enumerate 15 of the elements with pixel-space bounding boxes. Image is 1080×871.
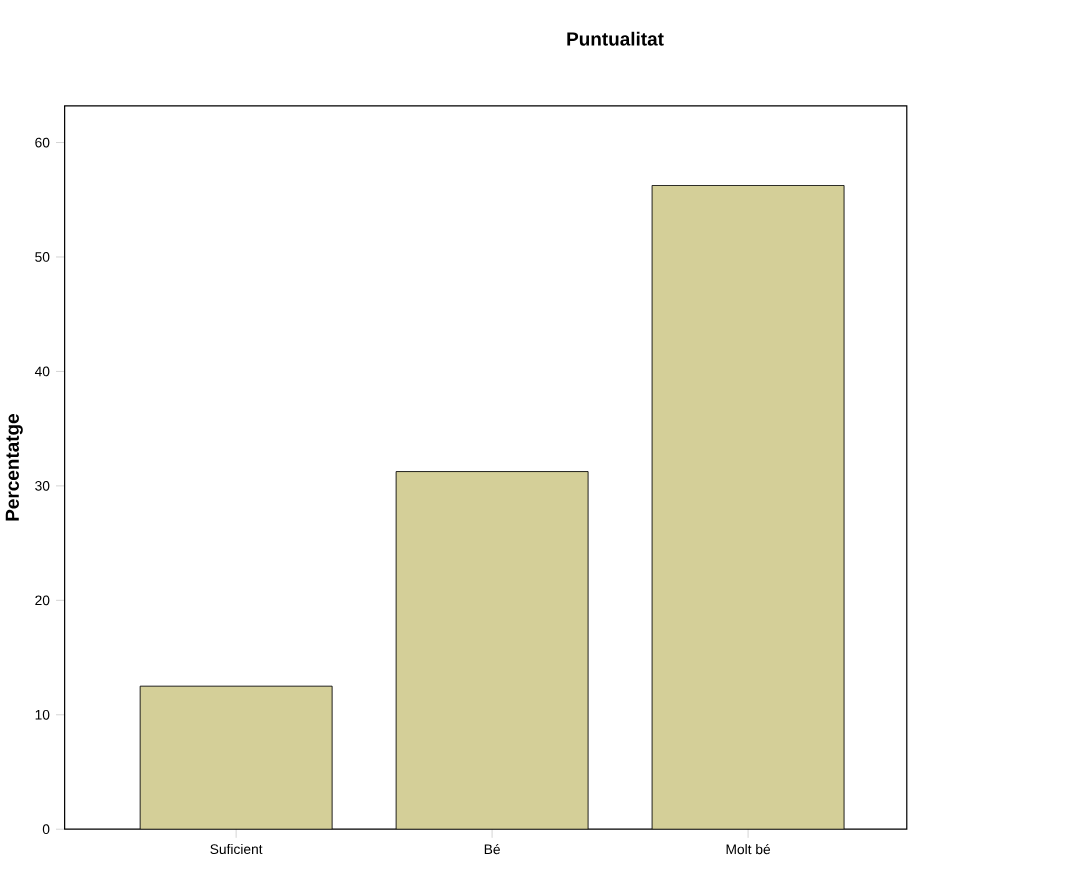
bar	[396, 471, 589, 830]
bar	[651, 185, 845, 830]
bar	[139, 685, 333, 830]
y-tick-label: 40	[34, 366, 50, 377]
y-tick-label: 60	[35, 137, 50, 148]
y-tick-label: 10	[35, 710, 50, 720]
x-tick-label: Suficient	[210, 844, 263, 855]
y-tick-label: 30	[35, 481, 50, 491]
x-tick-label: Bé	[484, 844, 500, 855]
x-tick-label: Molt bé	[726, 844, 771, 855]
y-tick-label: 0	[42, 824, 50, 835]
y-tick-label: 20	[35, 595, 50, 606]
y-axis-title: Percentatge	[5, 414, 23, 521]
y-tick-label: 50	[35, 252, 50, 263]
chart-title: Puntualitat	[567, 32, 664, 46]
